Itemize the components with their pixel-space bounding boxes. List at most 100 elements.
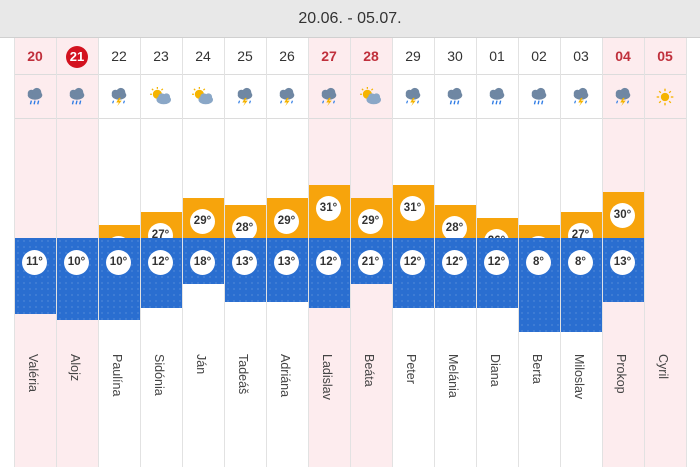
column-separator [560, 38, 561, 467]
name-day-label: Cyril [644, 354, 686, 454]
min-temp-label: 12° [400, 250, 425, 275]
name-day-label: Valéria [14, 354, 56, 454]
day-number-text: 26 [279, 48, 295, 64]
max-temp-label: 29° [358, 209, 383, 235]
day-number: 26 [266, 38, 308, 74]
day-number-text: 22 [111, 48, 127, 64]
min-temp-label: 12° [442, 250, 467, 275]
column-separator [434, 38, 435, 467]
min-temp-label: 10° [106, 250, 131, 275]
day-number: 01 [476, 38, 518, 74]
day-number-text: 23 [153, 48, 169, 64]
storm-icon [266, 82, 308, 112]
max-temp-label: 29° [274, 209, 299, 235]
day-number-text: 21 [66, 46, 88, 68]
column-separator [518, 38, 519, 467]
column-separator [140, 38, 141, 467]
column-separator [308, 38, 309, 467]
storm-icon [308, 82, 350, 112]
name-day-text: Sidónia [152, 354, 166, 396]
name-day-label: Alojz [56, 354, 98, 454]
day-number-text: 03 [573, 48, 589, 64]
day-number-text: 25 [237, 48, 253, 64]
name-day-label: Prokop [602, 354, 644, 454]
day-number-text: 01 [489, 48, 505, 64]
day-number: 23 [140, 38, 182, 74]
min-temp-label: 8° [568, 250, 593, 275]
name-day-text: Melánia [446, 354, 460, 398]
day-number-text: 28 [363, 48, 379, 64]
min-temp-label: 13° [274, 250, 299, 275]
storm-icon [392, 82, 434, 112]
min-temp-label: 12° [316, 250, 341, 275]
day-number-text: 27 [321, 48, 337, 64]
storm-icon [224, 82, 266, 112]
day-number: 04 [602, 38, 644, 74]
column-separator [392, 38, 393, 467]
name-day-label: Ján [182, 354, 224, 454]
max-temp-label: 30° [610, 202, 635, 228]
day-number-text: 20 [27, 48, 43, 64]
name-day-text: Ján [194, 354, 208, 375]
column-separator [476, 38, 477, 467]
column-separator [350, 38, 351, 467]
max-temp-bar [519, 224, 560, 238]
partly-cloudy-icon [350, 82, 392, 112]
rain-icon [434, 82, 476, 112]
min-temp-label: 13° [610, 250, 635, 275]
day-number-text: 24 [195, 48, 211, 64]
day-number: 25 [224, 38, 266, 74]
name-day-label: Adriána [266, 354, 308, 454]
day-number: 30 [434, 38, 476, 74]
column-separator [224, 38, 225, 467]
header-bar: 20.06. - 05.07. [0, 0, 700, 38]
sun-icon [644, 82, 686, 112]
name-day-text: Prokop [614, 354, 628, 394]
storm-icon [98, 82, 140, 112]
storm-icon [602, 82, 644, 112]
name-day-label: Ladislav [308, 354, 350, 454]
day-number: 28 [350, 38, 392, 74]
day-number-text: 29 [405, 48, 421, 64]
day-number: 29 [392, 38, 434, 74]
min-temp-label: 12° [148, 250, 173, 275]
day-number: 24 [182, 38, 224, 74]
day-number: 27 [308, 38, 350, 74]
name-day-text: Tadeáš [236, 354, 250, 395]
partly-cloudy-icon [182, 82, 224, 112]
min-temp-label: 8° [526, 250, 551, 275]
day-number-text: 02 [531, 48, 547, 64]
max-temp-label: 28° [232, 216, 257, 241]
rain-icon [518, 82, 560, 112]
name-day-text: Miloslav [572, 354, 586, 400]
max-temp-bar [99, 224, 140, 238]
day-number: 21 [56, 38, 98, 74]
name-day-label: Miloslav [560, 354, 602, 454]
day-number: 02 [518, 38, 560, 74]
rain-icon [476, 82, 518, 112]
storm-icon [560, 82, 602, 112]
name-day-text: Beáta [362, 354, 376, 387]
name-day-text: Cyril [656, 354, 670, 379]
min-temp-bar [57, 238, 98, 320]
name-day-label: Paulína [98, 354, 140, 454]
column-separator [644, 38, 645, 467]
max-temp-label: 29° [190, 209, 215, 235]
day-number-text: 30 [447, 48, 463, 64]
name-day-text: Valéria [26, 354, 40, 392]
min-temp-label: 10° [64, 250, 89, 275]
min-temp-label: 13° [232, 250, 257, 275]
name-day-text: Adriána [278, 354, 292, 398]
day-number: 05 [644, 38, 686, 74]
column-separator [14, 38, 15, 467]
name-day-label: Diana [476, 354, 518, 454]
name-day-label: Tadeáš [224, 354, 266, 454]
weekend-column-bg [644, 38, 686, 467]
partly-cloudy-icon [140, 82, 182, 112]
min-temp-bar [309, 238, 350, 308]
min-temp-label: 12° [484, 250, 509, 275]
name-day-label: Beáta [350, 354, 392, 454]
name-day-text: Diana [488, 354, 502, 387]
column-separator [266, 38, 267, 467]
name-day-label: Sidónia [140, 354, 182, 454]
